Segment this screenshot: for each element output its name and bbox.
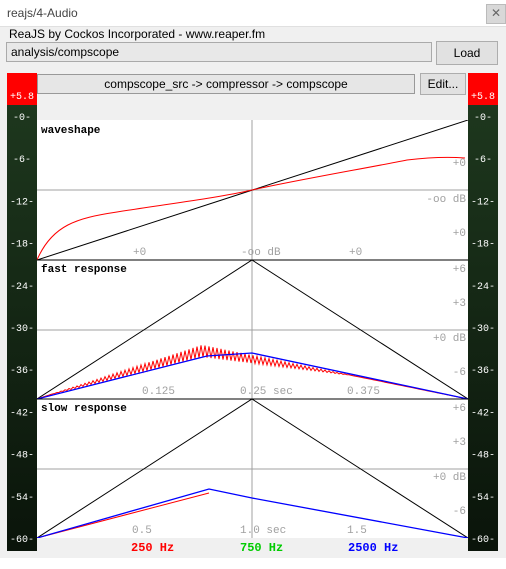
legend-item: 2500 Hz [348,541,399,555]
x-tick-label: 0.5 [132,525,152,537]
peak-indicator [468,73,498,105]
meter-scale-label: -48- [10,451,34,462]
compscope-display: waveshape +0 -oo dB +0 +0 -oo dB +0 fast… [37,120,468,538]
meter-scale-label: -12- [471,197,495,208]
x-tick-label: 1.0 sec [240,525,286,537]
edit-button[interactable]: Edit... [420,73,466,95]
peak-indicator [7,73,37,105]
meter-scale-label: -6- [474,155,492,166]
y-tick-label: +0 dB [433,472,466,484]
response-250hz [37,345,468,400]
meter-scale-label: -54- [471,493,495,504]
waveshape-panel: waveshape +0 -oo dB +0 +0 -oo dB +0 [37,120,468,261]
peak-value: +5.8 [471,92,495,103]
response-2500hz [37,488,468,538]
output-level-meter: +5.8 -0- -6- -12- -18- -24- -30- -36- -42- -48- -… [468,73,498,551]
meter-scale-label: -36- [10,366,34,377]
meter-scale-label: -42- [471,408,495,419]
load-button[interactable]: Load [436,41,498,65]
y-tick-label: -6 [453,367,466,379]
x-tick-label: 0.125 [142,386,175,398]
transfer-curve [37,156,466,261]
peak-value: +5.8 [10,92,34,103]
close-icon[interactable]: ✕ [486,4,506,24]
y-tick-label: +0 [453,228,466,240]
meter-scale-label: -24- [10,282,34,293]
meter-scale-label: -6- [13,155,31,166]
panel-title: waveshape [41,125,101,137]
meter-scale-label: -30- [471,324,495,335]
y-tick-label: +6 [453,264,466,276]
meter-scale-label: -18- [10,240,34,251]
meter-scale-label: -0- [13,113,31,124]
x-tick-label: +0 [133,247,146,259]
meter-scale-label: -36- [471,366,495,377]
plugin-subtitle: ReaJS by Cockos Incorporated - www.reape… [9,27,266,41]
signal-chain-label: compscope_src -> compressor -> compscope [37,74,415,94]
status-strip [0,558,506,569]
meter-scale-label: -24- [471,282,495,293]
panel-title: slow response [41,403,127,415]
meter-scale-label: -18- [471,240,495,251]
legend: 250 Hz 750 Hz 2500 Hz [0,539,506,557]
meter-scale-label: -48- [471,451,495,462]
x-tick-label: +0 [349,247,362,259]
input-level-meter: +5.8 -0- -6- -12- -18- -24- -30- -36- -42- -48- -… [7,73,37,551]
fast-response-panel: fast response 0.125 0.25 sec 0.375 +6 +3… [37,259,468,400]
x-tick-label: 0.375 [347,386,380,398]
y-tick-label: +0 dB [433,333,466,345]
panel-title: fast response [41,264,127,276]
legend-item: 750 Hz [240,541,284,555]
meter-scale-label: -42- [10,408,34,419]
y-tick-label: +3 [453,298,466,310]
window-title: reajs/4-Audio [7,6,78,20]
reference-envelope [37,398,468,538]
y-tick-label: +0 [453,158,466,170]
meter-scale-label: -12- [10,197,34,208]
response-2500hz [37,352,468,400]
y-tick-label: -6 [453,506,466,518]
x-tick-label: 0.25 sec [240,386,293,398]
y-tick-label: +3 [453,437,466,449]
title-bar: reajs/4-Audio ✕ [0,0,506,27]
meter-scale-label: -30- [10,324,34,335]
y-tick-label: +6 [453,403,466,415]
meter-scale-label: -60- [10,535,34,546]
meter-scale-label: -0- [474,113,492,124]
x-tick-label: 1.5 [347,525,367,537]
meter-scale-label: -60- [471,535,495,546]
legend-item: 250 Hz [131,541,175,555]
y-tick-label: -oo dB [426,194,466,206]
meter-scale-label: -54- [10,493,34,504]
script-path-field[interactable]: analysis/compscope [6,42,432,62]
reference-envelope [37,259,468,400]
x-tick-label: -oo dB [241,247,281,259]
slow-response-panel: slow response 0.5 1.0 sec 1.5 +6 +3 +0 d… [37,398,468,538]
